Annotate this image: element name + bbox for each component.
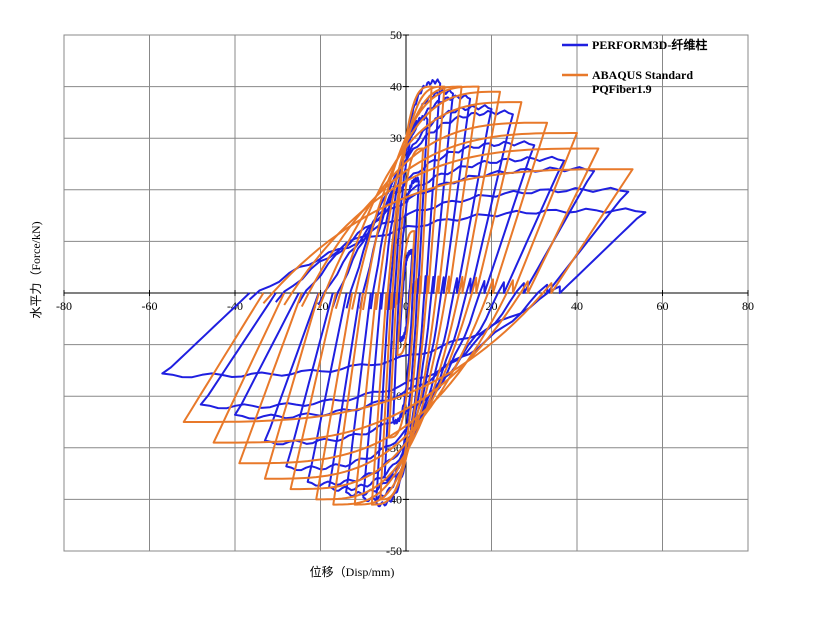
legend-label-abaqus-line1: ABAQUS Standard (592, 68, 693, 82)
hysteresis-loop (182, 168, 634, 423)
x-tick-label: -80 (56, 299, 72, 313)
hysteresis-loop (362, 88, 454, 503)
y-axis-title: 水平力（Force/kN) (29, 221, 43, 318)
hysteresis-loop (263, 121, 549, 480)
y-tick-label: 50 (390, 28, 402, 42)
hysteresis-loop (387, 147, 425, 439)
series-abaqus (182, 85, 634, 506)
hysteresis-loop (396, 230, 416, 356)
hysteresis-loop (212, 147, 600, 444)
hysteresis-loop (332, 85, 480, 506)
hysteresis-loop (379, 85, 433, 501)
x-tick-label: 60 (657, 299, 669, 313)
y-tick-label: -50 (386, 544, 402, 558)
hysteresis-loop (315, 90, 501, 501)
x-tick-label: 80 (742, 299, 754, 313)
hysteresis-loop (238, 132, 578, 465)
hysteresis-loop (375, 78, 442, 508)
y-tick-label: 40 (390, 80, 402, 94)
x-tick-labels: -80 -60 -40 -20 0 20 40 60 80 (56, 299, 754, 313)
legend-label-perform3d: PERFORM3D-纤维柱 (592, 37, 707, 52)
hysteresis-loop (392, 176, 420, 425)
axes (63, 34, 749, 552)
hysteresis-loop (328, 104, 493, 492)
y-tick-label: 30 (390, 131, 402, 145)
x-tick-label: 0 (403, 299, 409, 313)
x-tick-label: 40 (571, 299, 583, 313)
legend: PERFORM3D-纤维柱 ABAQUS Standard PQFiber1.9 (562, 37, 707, 96)
x-axis-title: 位移（Disp/mm) (310, 564, 395, 579)
x-tick-label: -60 (142, 299, 158, 313)
legend-label-abaqus-line2: PQFiber1.9 (592, 82, 652, 96)
hysteresis-loop (285, 140, 536, 472)
series-layer (161, 78, 647, 508)
hysteresis-loop (345, 93, 472, 497)
hysteresis-loop (398, 248, 414, 343)
hysteresis-loop (289, 101, 523, 491)
hysteresis-loop (161, 207, 647, 379)
